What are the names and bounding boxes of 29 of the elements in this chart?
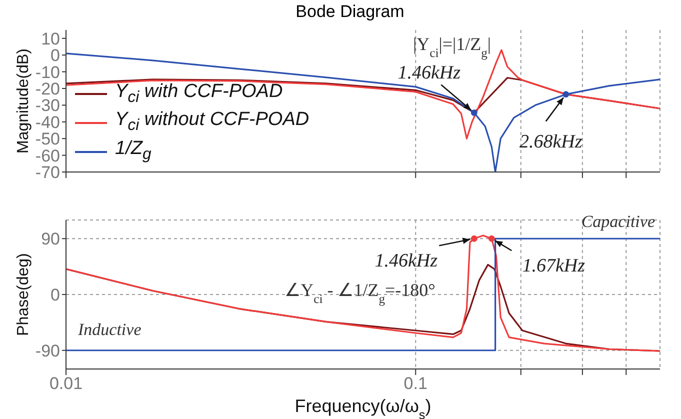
y-tick-label: -90 — [35, 341, 60, 360]
annotation: 2.68kHz — [519, 131, 583, 152]
y-tick-label: -70 — [35, 163, 60, 182]
y-tick-label: 90 — [41, 230, 60, 249]
y-tick-label: -50 — [35, 130, 60, 149]
annotation: Capacitive — [581, 212, 656, 231]
legend-label: 1/Z$_{g}$ — [115, 137, 152, 165]
annotation: 1.46kHz — [374, 250, 438, 272]
x-tick-label: 0.01 — [49, 374, 83, 394]
legend-label: Y$_{ci}$ without CCF-POAD — [115, 108, 310, 136]
y-tick-label: -10 — [35, 62, 60, 82]
legend-label: Y$_{ci}$ with CCF-POAD — [115, 80, 283, 108]
annotation: Inductive — [77, 320, 142, 339]
annotation: 1.46kHz — [398, 62, 462, 84]
y-tick-label: -60 — [35, 146, 60, 166]
x-axis-title: Frequency(ω/ω$_{s}$) — [294, 396, 432, 419]
annotation: ∠Y$_{ci}$ - ∠1/Z$_{g}$=-180° — [284, 280, 436, 306]
chart-title: Bode Diagram — [290, 2, 410, 24]
y-tick-label: -20 — [35, 80, 60, 99]
y-tick-label: 0 — [50, 46, 60, 66]
y-tick-label: 0 — [50, 286, 60, 305]
y-axis-title: Magnitude(dB) — [15, 48, 32, 154]
y-tick-label: -30 — [35, 96, 60, 116]
annotation: |Y$_{ci}$|=|1/Z$_{g}$| — [413, 34, 491, 60]
y-tick-label: 10 — [41, 29, 60, 48]
annotation: 1.67kHz — [522, 256, 586, 277]
y-tick-label: -40 — [35, 112, 60, 132]
y-axis-title: Phase(deg) — [15, 253, 32, 336]
x-tick-label: 0.1 — [404, 374, 428, 394]
